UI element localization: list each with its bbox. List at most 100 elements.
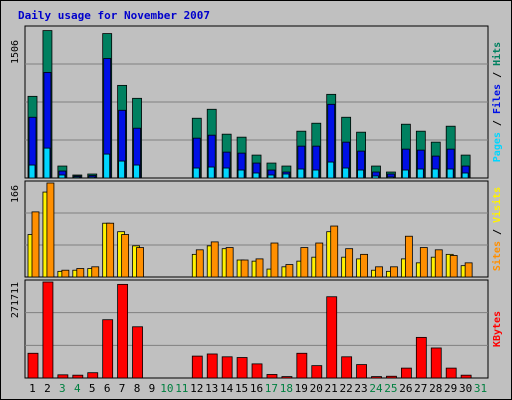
middle-bar-sites-day-26 [404,235,413,278]
middle-bar-sites-day-25 [390,266,398,278]
day-label-18: 18 [280,382,293,395]
day-label-29: 29 [444,382,457,395]
bottom-bar-kbytes-day-30 [460,374,472,379]
middle-bar-sites-day-4 [76,268,85,278]
day-label-26: 26 [399,382,412,395]
top-bar-pages-day-14 [222,167,230,179]
bottom-bar-kbytes-day-16 [251,363,263,379]
bottom-bar-kbytes-day-7 [117,283,129,379]
middle-bar-sites-day-22 [345,248,354,278]
series-label-part: Hits [491,42,503,66]
top-bar-pages-day-15 [237,169,245,179]
day-label-30: 30 [459,382,472,395]
bottom-bar-kbytes-day-6 [102,319,114,379]
middle-bar-sites-day-23 [360,253,368,278]
day-label-10: 10 [160,382,173,395]
bottom-bar-kbytes-day-20 [311,365,323,379]
day-label-11: 11 [175,382,188,395]
bottom-bar-kbytes-day-22 [341,356,353,379]
bottom-bar-kbytes-day-17 [266,374,278,379]
bottom-panel [24,279,489,379]
day-label-27: 27 [414,382,427,395]
day-label-28: 28 [429,382,442,395]
bottom-bar-kbytes-day-24 [371,376,382,379]
bottom-bar-kbytes-day-18 [281,376,293,379]
day-label-7: 7 [119,382,126,395]
bottom-bar-kbytes-day-8 [132,326,143,379]
day-label-5: 5 [89,382,96,395]
series-label-part: Visits [491,187,503,223]
middle-bar-sites-day-20 [315,242,324,278]
top-bar-pages-day-1 [28,164,36,179]
middle-bar-sites-day-1 [31,211,40,278]
series-label-part: Files [491,84,503,114]
bottom-bar-kbytes-day-14 [221,356,233,379]
top-bar-pages-day-5 [88,176,96,179]
day-label-2: 2 [44,382,51,395]
day-label-20: 20 [310,382,323,395]
day-label-17: 17 [265,382,278,395]
middle-ymax-label: 166 [10,185,21,203]
bottom-bar-kbytes-day-3 [57,374,69,379]
middle-bar-sites-day-18 [285,264,294,278]
bottom-bar-kbytes-day-25 [386,375,397,379]
top-bar-pages-day-30 [461,172,469,179]
middle-bar-sites-day-12 [195,249,204,278]
day-label-31: 31 [474,382,487,395]
top-bar-pages-day-22 [342,167,350,179]
series-label-part: / [492,114,503,132]
top-bar-pages-day-8 [133,164,140,179]
series-label-part: Pages [492,132,503,162]
top-bar-pages-day-7 [118,160,126,179]
day-label-8: 8 [134,382,141,395]
day-label-12: 12 [190,382,203,395]
series-label-part: Sites [491,241,503,271]
day-label-13: 13 [205,382,218,395]
top-bar-pages-day-24 [372,175,379,179]
chart-title: Daily usage for November 2007 [18,9,210,22]
middle-bar-sites-day-2 [46,182,55,278]
top-bar-pages-day-6 [103,153,111,179]
bottom-bar-kbytes-day-2 [42,281,54,379]
middle-bar-sites-day-27 [419,247,428,278]
day-label-21: 21 [325,382,338,395]
series-label-part: / [492,223,503,241]
middle-bar-sites-day-21 [330,225,339,278]
top-bar-pages-day-28 [431,168,439,179]
bottom-bar-kbytes-day-15 [236,357,248,379]
top-bar-pages-day-2 [43,147,51,179]
middle-bar-sites-day-5 [91,266,100,278]
bottom-bar-kbytes-day-4 [72,374,84,379]
day-label-19: 19 [295,382,308,395]
series-label-part: KBytes [492,311,503,347]
top-bar-pages-day-17 [267,174,275,179]
top-bar-pages-day-19 [297,168,305,179]
middle-bar-sites-day-29 [449,255,458,278]
middle-bar-sites-day-16 [255,258,264,278]
day-label-4: 4 [74,382,81,395]
bottom-bar-kbytes-day-12 [191,355,203,379]
top-bar-pages-day-25 [387,176,394,179]
day-label-15: 15 [235,382,248,395]
top-bar-pages-day-3 [58,174,66,179]
bottom-bar-kbytes-day-27 [415,336,427,379]
middle-bar-sites-day-24 [375,266,383,278]
middle-bar-sites-day-7 [121,234,130,278]
series-label-part: / [492,66,503,84]
middle-bar-sites-day-17 [270,242,279,278]
day-label-16: 16 [250,382,263,395]
top-bar-pages-day-26 [401,169,409,179]
bottom-bar-kbytes-day-29 [445,367,457,379]
middle-bar-sites-day-13 [210,241,219,278]
middle-bar-sites-day-28 [434,249,443,278]
top-bar-pages-day-16 [252,172,260,179]
top-series-label: Pages / Files / Hits [491,42,503,162]
middle-bar-sites-day-8 [136,247,144,278]
middle-bar-sites-day-15 [240,259,249,278]
bottom-bar-kbytes-day-1 [27,352,39,379]
top-bar-pages-day-23 [357,169,364,179]
bottom-bar-kbytes-day-23 [356,364,367,379]
top-bar-pages-day-27 [416,168,424,179]
top-bar-pages-day-13 [207,166,215,179]
